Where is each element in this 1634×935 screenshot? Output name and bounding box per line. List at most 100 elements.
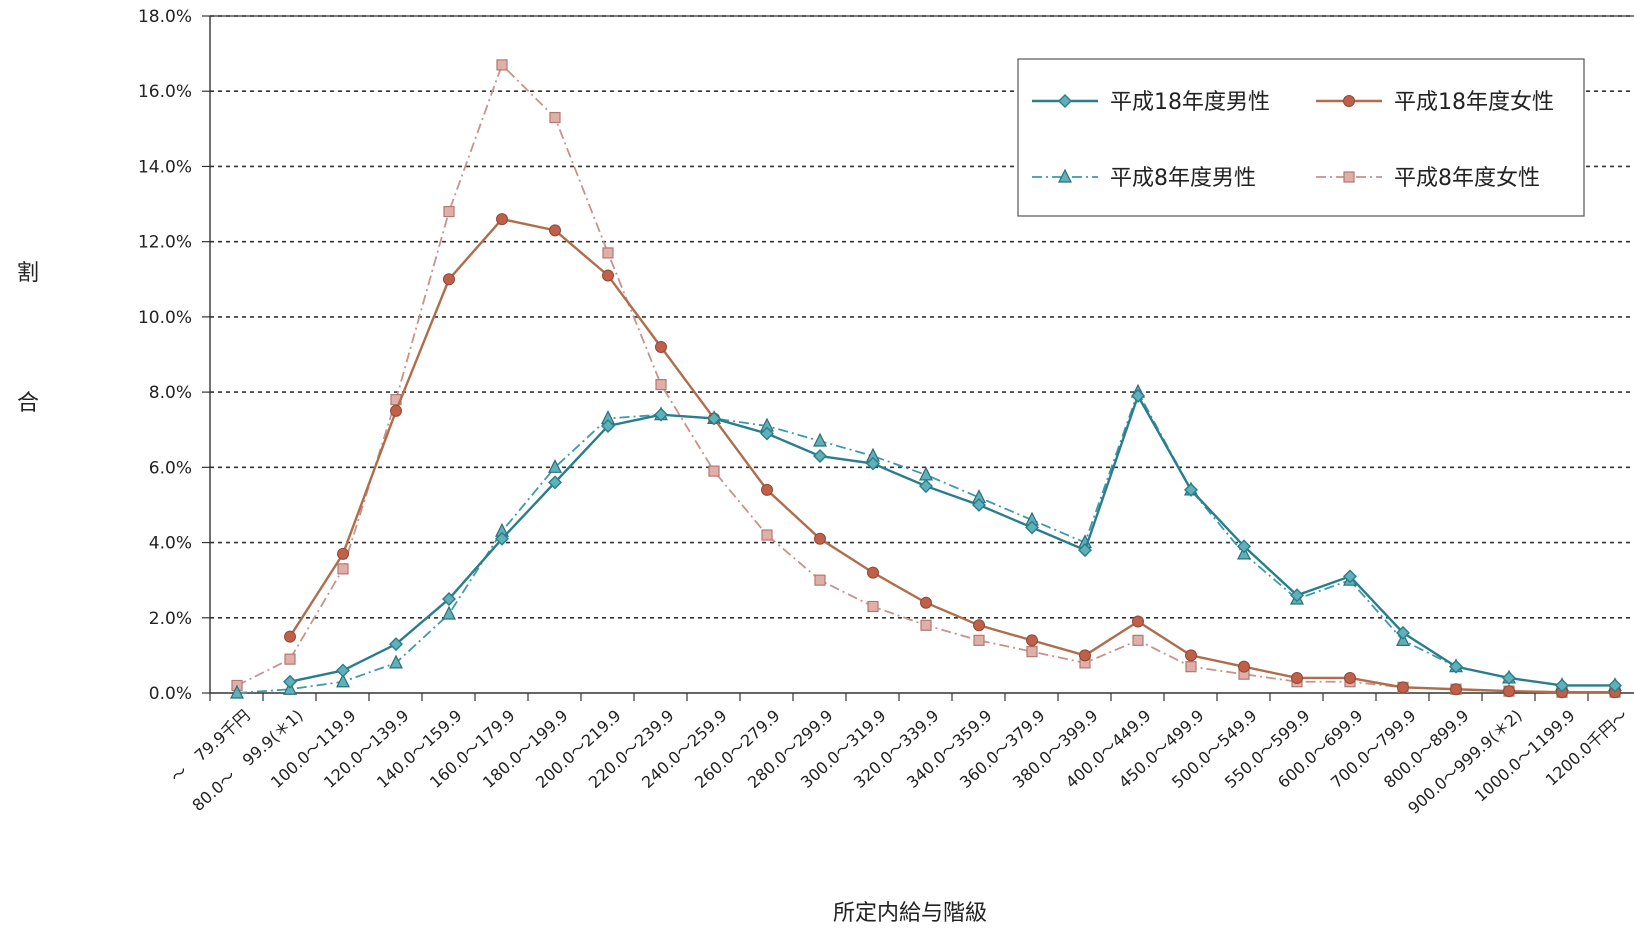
diamond-marker (919, 479, 933, 494)
diamond-marker (1078, 543, 1092, 558)
circle-marker (496, 213, 508, 226)
legend-label: 平成18年度女性 (1394, 90, 1554, 115)
legend-item-2: 平成18年度女性 (1316, 90, 1554, 115)
diamond-marker (813, 449, 827, 464)
diamond-marker (548, 475, 562, 490)
circle-marker (1503, 685, 1515, 698)
y-tick-label: 4.0% (149, 534, 192, 554)
square-marker (761, 529, 773, 541)
diamond-marker (1058, 94, 1072, 108)
circle-marker (1291, 671, 1303, 684)
legend-item-3: 平成8年度男性 (1032, 166, 1256, 191)
square-marker (920, 619, 932, 631)
y-tick-label: 6.0% (149, 458, 192, 478)
circle-marker (1344, 671, 1356, 684)
circle-marker (920, 596, 932, 609)
diamond-marker (1502, 670, 1516, 685)
circle-marker (443, 273, 455, 286)
square-marker (1185, 661, 1197, 673)
triangle-marker (1058, 168, 1072, 183)
y-tick-label: 2.0% (149, 609, 192, 629)
legend-box (1017, 58, 1585, 217)
diamond-marker (1290, 588, 1304, 603)
diamond-marker (336, 663, 350, 678)
square-marker (867, 600, 879, 613)
axes (202, 15, 1634, 701)
diamond-marker (442, 591, 456, 606)
diamond-marker (707, 411, 721, 426)
diamond-marker (389, 637, 403, 652)
diamond-marker (1025, 520, 1039, 535)
diamond-marker (1608, 678, 1622, 693)
series-line (288, 217, 1615, 694)
circle-marker (1026, 634, 1038, 647)
triangle-marker (389, 654, 403, 669)
circle-marker (867, 566, 879, 579)
circle-marker (284, 630, 296, 643)
circle-marker (602, 269, 614, 282)
circle-marker (337, 547, 349, 560)
y-tick-label: 10.0% (138, 308, 192, 328)
circle-marker (1343, 95, 1355, 107)
series-1 (283, 388, 1622, 693)
square-marker (549, 111, 561, 124)
circle-marker (1397, 681, 1409, 694)
diamond-marker (760, 426, 774, 441)
circle-marker (1238, 660, 1250, 673)
square-marker (708, 465, 720, 477)
circle-marker (655, 340, 667, 353)
x-axis-label: 所定内給与階級 (833, 901, 987, 926)
diamond-marker (866, 456, 880, 471)
y-axis-label-2: 合 (17, 391, 39, 416)
square-marker (814, 574, 826, 586)
circle-marker (973, 619, 985, 632)
diamond-marker (654, 407, 668, 422)
square-marker (655, 378, 667, 391)
y-axis-label-1: 割 (17, 261, 39, 286)
diamond-marker (1343, 569, 1357, 584)
diamond-marker (495, 531, 509, 546)
diamond-marker (1184, 482, 1198, 497)
series-line (289, 392, 1615, 687)
triangle-marker (230, 684, 244, 699)
square-marker (1132, 634, 1144, 646)
diamond-marker (1237, 539, 1251, 554)
square-marker (496, 59, 508, 71)
circle-marker (549, 224, 561, 237)
series-lines (230, 59, 1622, 699)
diamond-marker (283, 674, 297, 689)
square-marker (337, 563, 349, 575)
diamond-marker (1396, 625, 1410, 640)
y-tick-label: 14.0% (138, 157, 192, 177)
triangle-marker (336, 673, 350, 688)
legend-label: 平成8年度女性 (1394, 166, 1540, 191)
diamond-marker (1555, 678, 1569, 693)
circle-marker (1185, 649, 1197, 662)
diamond-marker (972, 497, 986, 512)
triangle-marker (442, 605, 456, 620)
square-marker (1343, 171, 1355, 183)
legend-item-4: 平成8年度女性 (1316, 166, 1540, 191)
square-marker (284, 653, 296, 665)
circle-marker (390, 404, 402, 417)
circle-marker (1132, 615, 1144, 628)
y-tick-labels: 0.0% 2.0% 4.0% 6.0% 8.0% 10.0% 12.0% 14.0% 16.0%… (138, 7, 192, 704)
square-marker (973, 634, 985, 646)
diamond-marker (1449, 659, 1463, 674)
square-marker (602, 247, 614, 259)
legend-label: 平成18年度男性 (1110, 90, 1270, 115)
square-marker (443, 205, 455, 218)
y-tick-label: 8.0% (149, 383, 192, 403)
legend-item-1: 平成18年度男性 (1032, 90, 1270, 115)
circle-marker (814, 532, 826, 545)
circle-marker (1450, 683, 1462, 696)
diamond-marker (1131, 388, 1145, 403)
y-tick-label: 16.0% (138, 82, 192, 102)
y-tick-label: 18.0% (138, 7, 192, 27)
y-tick-label: 0.0% (149, 684, 192, 704)
triangle-marker (813, 432, 827, 447)
circle-marker (1079, 649, 1091, 662)
